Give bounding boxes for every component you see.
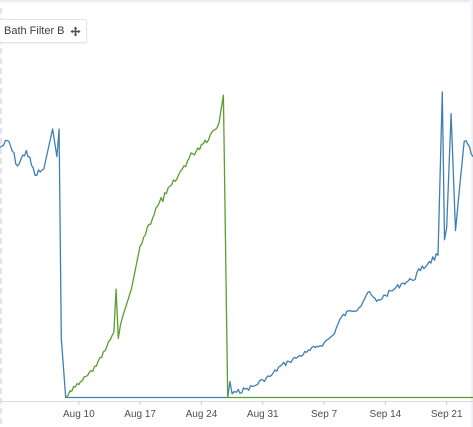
x-tick-label: Sep 7 <box>311 409 338 420</box>
panel-title: Bath Filter B <box>4 25 65 37</box>
x-tick-label: Sep 21 <box>431 409 463 420</box>
card-left-edge <box>0 8 2 427</box>
series-line-1[interactable] <box>0 91 473 399</box>
x-axis: Aug 10 Aug 17 Aug 24 Aug 31 Sep 7 Sep 14 Sep 2… <box>0 401 473 420</box>
x-tick-label: Aug 17 <box>124 409 156 420</box>
x-tick-label: Sep 14 <box>370 409 402 420</box>
series-line-2[interactable] <box>65 94 473 399</box>
card-top-edge <box>0 0 473 4</box>
series-layer <box>0 91 473 399</box>
card-right-edge <box>470 0 473 427</box>
x-tick-label: Aug 10 <box>63 409 95 420</box>
x-tick-label: Aug 31 <box>247 409 279 420</box>
x-tick-label: Aug 24 <box>186 409 218 420</box>
panel-title-bar[interactable]: Bath Filter B <box>0 19 87 43</box>
move-icon[interactable] <box>69 25 81 37</box>
